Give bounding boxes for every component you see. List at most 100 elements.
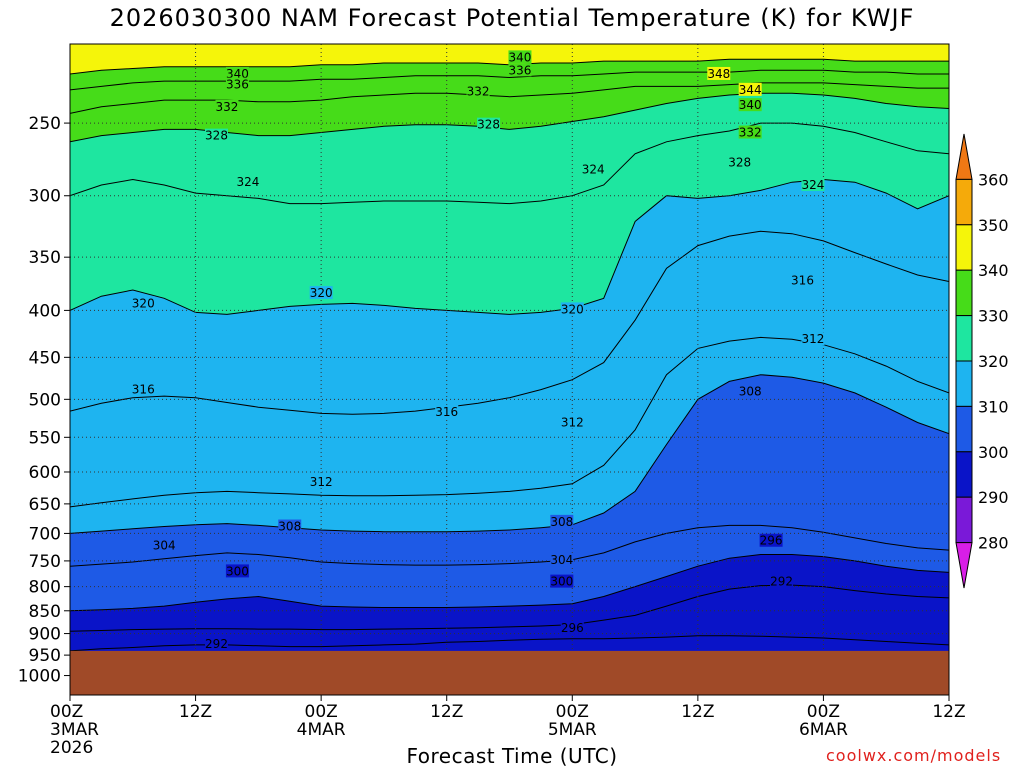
colorbar-segment [955, 360, 973, 407]
contour-320 [70, 178, 949, 315]
colorbar-segment [955, 178, 973, 226]
colorbar-label: 350 [978, 216, 1009, 235]
x-tick-label: 12Z [681, 702, 714, 722]
contour-label-bg [466, 84, 490, 98]
plot-frame [69, 43, 950, 696]
contour-label: 292 [205, 637, 228, 651]
contour-label-bg [508, 50, 532, 64]
underground-fill [70, 650, 949, 695]
x-tick-label: 4MAR [297, 720, 346, 740]
y-tick-label: 500 [29, 390, 61, 410]
colorbar-label: 310 [978, 397, 1009, 416]
y-tick-label: 250 [29, 114, 61, 134]
contour-label: 296 [561, 621, 584, 635]
contour-label: 340 [509, 50, 532, 64]
contour-label: 320 [132, 296, 155, 310]
contour-label: 332 [467, 85, 490, 99]
colorbar: 360 350 340 330 320 310 300 290 280 [955, 133, 1009, 589]
contour-label-bg [801, 177, 825, 191]
contour-label: 312 [310, 475, 333, 489]
contour-label-bg [738, 384, 762, 398]
contour-324 [70, 122, 949, 205]
contour-label: 332 [739, 126, 762, 140]
contour-312 [70, 336, 949, 508]
x-axis-label: Forecast Time (UTC) [406, 744, 618, 768]
colorbar-label: 320 [978, 352, 1009, 371]
contour-label-bg [550, 574, 574, 588]
contour-label-bg [770, 574, 794, 588]
x-tick-label: 12Z [932, 702, 965, 722]
contour-label: 308 [278, 520, 301, 534]
contour-label-bg [225, 564, 249, 578]
contour-label: 348 [707, 67, 730, 81]
contour-label: 292 [770, 575, 793, 589]
contour-label: 312 [802, 332, 825, 346]
contour-308 [70, 374, 949, 534]
contour-label-bg [759, 533, 783, 547]
colorbar-label: 360 [978, 170, 1009, 189]
contour-label: 340 [739, 98, 762, 112]
colorbar-cap-top [955, 133, 973, 180]
y-tick-label: 600 [29, 463, 61, 483]
contour-label-bg [435, 404, 459, 418]
contour-label-bg [225, 66, 249, 80]
y-tick-label: 750 [29, 552, 61, 572]
contour-label-bg [560, 620, 584, 634]
contour-label-bg [728, 155, 752, 169]
contour-label: 324 [236, 175, 259, 189]
y-tick-label: 950 [29, 646, 61, 666]
contour-label: 320 [310, 286, 333, 300]
y-tick-label: 650 [29, 495, 61, 515]
contour-label: 332 [216, 100, 239, 114]
x-tick-label: 3MAR [50, 720, 99, 740]
contour-label: 304 [153, 539, 176, 553]
contour-label-bg [477, 117, 501, 131]
y-axis: 250 300 350 400 450 500 550 600 650 700 750 800 850 9… [18, 114, 70, 687]
x-tick-label: 00Z [50, 702, 83, 722]
y-tick-label: 700 [29, 524, 61, 544]
colorbar-segment [955, 269, 973, 317]
contour-label: 320 [561, 302, 584, 316]
credit-text: coolwx.com/models [826, 746, 1002, 765]
contour-label-bg [131, 296, 155, 310]
contour-label-bg [152, 538, 176, 552]
contour-label: 328 [477, 118, 500, 132]
x-tick-label: 2026 [50, 738, 93, 758]
contour-label-bg [560, 415, 584, 429]
colorbar-segment [955, 496, 973, 544]
y-tick-label: 300 [29, 187, 61, 207]
x-tick-label: 00Z [807, 702, 840, 722]
contour-label: 340 [226, 67, 249, 81]
x-tick-label: 00Z [556, 702, 589, 722]
contour-label: 324 [802, 178, 825, 192]
colorbar-label: 280 [978, 534, 1009, 553]
contour-label-bg [205, 637, 228, 651]
contour-label-bg [215, 99, 239, 113]
x-tick-label: 00Z [305, 702, 338, 722]
colorbar-label: 290 [978, 488, 1009, 507]
filled-contours [70, 44, 949, 695]
contour-label-bg [309, 286, 333, 300]
contour-label: 336 [509, 63, 532, 77]
contour-label: 328 [728, 156, 751, 170]
chart-title: 2026030300 NAM Forecast Potential Temper… [109, 4, 915, 32]
contour-label-bg [550, 514, 574, 528]
colorbar-segment [955, 315, 973, 362]
contour-296 [70, 584, 949, 632]
contour-label: 316 [435, 405, 458, 419]
contour-label-bg [508, 63, 532, 77]
contour-316 [70, 230, 949, 415]
colorbar-label: 300 [978, 443, 1009, 462]
contour-label-bg [309, 474, 333, 488]
contour-label-bg [236, 175, 260, 189]
contour-label: 308 [739, 384, 762, 398]
x-tick-label: 12Z [179, 702, 212, 722]
x-tick-label: 5MAR [548, 720, 597, 740]
contour-label-bg [707, 66, 731, 80]
colorbar-segment [955, 224, 973, 271]
contour-label-bg [205, 128, 228, 142]
contour-label: 328 [205, 129, 228, 143]
x-tick-label: 12Z [430, 702, 463, 722]
contour-label: 344 [739, 83, 762, 97]
